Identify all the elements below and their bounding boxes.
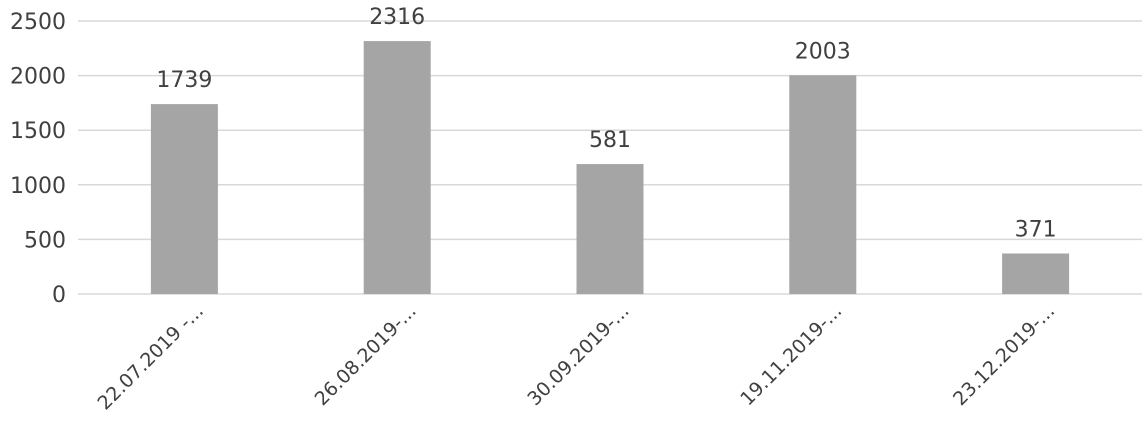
x-category-label: 22.07.2019 -... (94, 300, 208, 414)
y-axis-tick-labels: 0 500 1000 1500 2000 2500 (10, 10, 66, 308)
bar (576, 164, 644, 294)
bar (789, 75, 857, 294)
x-axis-category-labels: 22.07.2019 -... 26.08.2019-... 30.09.2019-… (94, 300, 1060, 414)
data-label: 581 (589, 128, 631, 153)
bar (363, 41, 431, 294)
y-tick-label: 1000 (10, 174, 66, 199)
y-tick-label: 2000 (10, 65, 66, 90)
bar (150, 104, 218, 294)
y-tick-label: 2500 (10, 10, 66, 35)
y-tick-label: 1500 (10, 119, 66, 144)
bar (1002, 253, 1070, 294)
data-labels: 1739 2316 581 2003 371 (156, 5, 1056, 242)
data-label: 1739 (156, 68, 212, 93)
y-tick-label: 500 (24, 228, 66, 253)
data-label: 2316 (369, 5, 425, 30)
x-category-label: 30.09.2019-... (523, 300, 633, 410)
data-label: 2003 (795, 39, 851, 64)
data-label: 371 (1015, 217, 1057, 242)
x-category-label: 26.08.2019-... (311, 300, 421, 410)
x-category-label: 19.11.2019-... (736, 300, 846, 410)
x-category-label: 23.12.2019-... (949, 300, 1059, 410)
y-tick-label: 0 (52, 283, 66, 308)
bars (150, 41, 1070, 294)
